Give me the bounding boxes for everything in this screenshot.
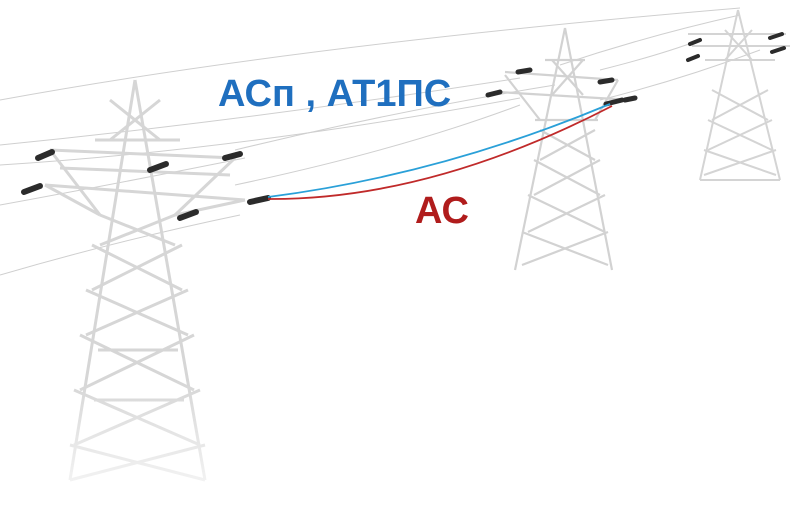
upper-wire-line (267, 103, 611, 198)
lower-wire-line (267, 105, 613, 200)
tower-far (688, 9, 790, 181)
tower-near-insulators (21, 149, 271, 221)
tower-middle-insulators (485, 67, 638, 107)
upper-wire-label: АСп , АТ1ПС (218, 73, 452, 115)
overhead-wires (0, 7, 761, 276)
lower-wire-label: АС (415, 190, 469, 232)
tower-far-insulators (686, 32, 786, 62)
ground-fade (0, 380, 793, 506)
